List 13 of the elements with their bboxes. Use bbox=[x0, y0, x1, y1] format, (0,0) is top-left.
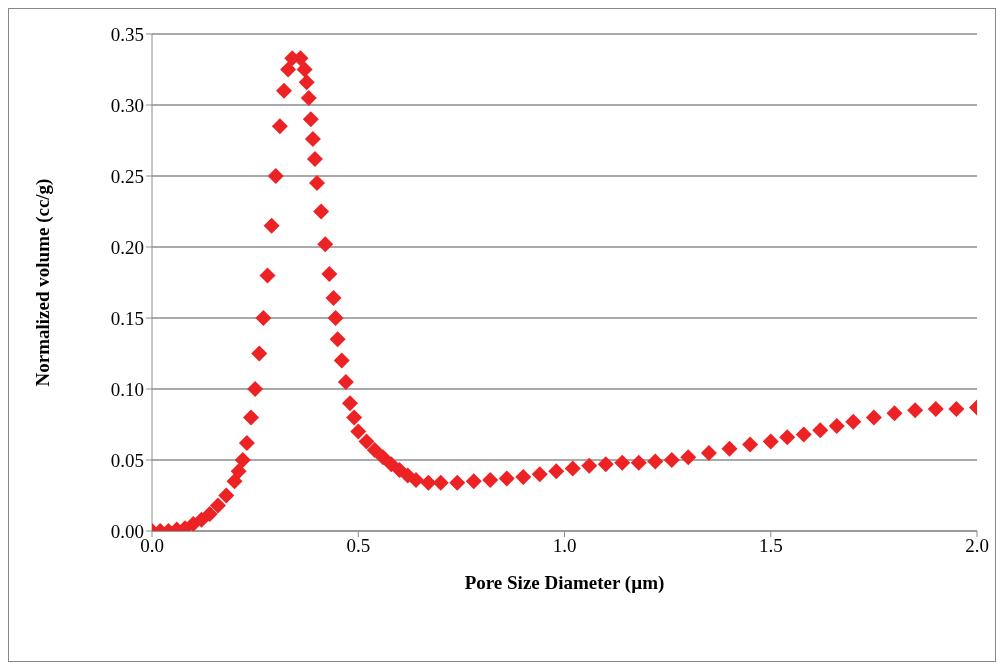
y-tick-label: 0.25 bbox=[110, 165, 144, 187]
x-tick-label: 1.5 bbox=[758, 535, 783, 557]
x-axis-title: Pore Size Diameter (µm) bbox=[464, 572, 665, 594]
x-tick-label: 1.0 bbox=[552, 535, 577, 557]
y-tick-label: 0.10 bbox=[110, 378, 144, 400]
y-tick-label: 0.35 bbox=[110, 23, 144, 45]
y-tick-label: 0.20 bbox=[110, 236, 144, 258]
y-tick-label: 0.15 bbox=[110, 307, 144, 329]
y-axis-title: Normalized volume (cc/g) bbox=[31, 178, 54, 387]
y-tick-label: 0.05 bbox=[110, 449, 144, 471]
y-tick-label: 0.30 bbox=[110, 94, 144, 116]
x-tick-label: 0.5 bbox=[346, 535, 371, 557]
x-tick-label: 2.0 bbox=[965, 535, 989, 557]
